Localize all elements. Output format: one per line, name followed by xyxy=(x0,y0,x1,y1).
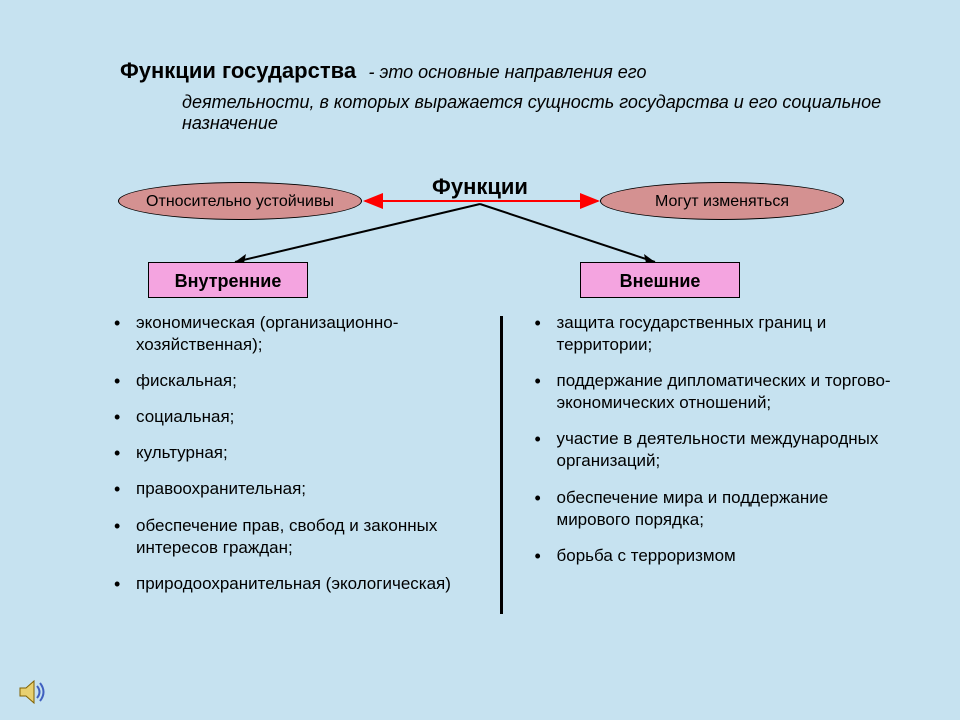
list-item: социальная; xyxy=(112,406,480,428)
rect-internal: Внутренние xyxy=(148,262,308,298)
list-item: борьба с терроризмом xyxy=(533,545,901,567)
list-item: правоохранительная; xyxy=(112,478,480,500)
list-item: природоохранительная (экологическая) xyxy=(112,573,480,595)
columns: экономическая (организационно-хозяйствен… xyxy=(112,312,900,614)
internal-list: экономическая (организационно-хозяйствен… xyxy=(112,312,480,595)
subtitle-line2: деятельности, в которых выражается сущно… xyxy=(182,92,900,134)
list-item: участие в деятельности международных орг… xyxy=(533,428,901,472)
list-item: поддержание дипломатических и торгово-эк… xyxy=(533,370,901,414)
subtitle-part1: - это основные направления его xyxy=(369,62,647,82)
rect-external: Внешние xyxy=(580,262,740,298)
list-item: экономическая (организационно-хозяйствен… xyxy=(112,312,480,356)
list-item: культурная; xyxy=(112,442,480,464)
ellipse-right: Могут изменяться xyxy=(600,182,844,220)
list-item: фискальная; xyxy=(112,370,480,392)
list-item: защита государственных границ и территор… xyxy=(533,312,901,356)
list-item: обеспечение мира и поддержание мирового … xyxy=(533,487,901,531)
external-list: защита государственных границ и территор… xyxy=(533,312,901,567)
page-title: Функции государства xyxy=(120,58,356,83)
right-column: защита государственных границ и территор… xyxy=(503,312,901,614)
diagram-area: Функции Относительно устойчивы Могут изм… xyxy=(0,168,960,288)
list-item: обеспечение прав, свобод и законных инте… xyxy=(112,515,480,559)
center-label: Функции xyxy=(432,174,528,200)
title-block: Функции государства - это основные напра… xyxy=(120,58,900,134)
left-column: экономическая (организационно-хозяйствен… xyxy=(112,312,500,614)
sound-icon xyxy=(16,676,48,708)
ellipse-left: Относительно устойчивы xyxy=(118,182,362,220)
